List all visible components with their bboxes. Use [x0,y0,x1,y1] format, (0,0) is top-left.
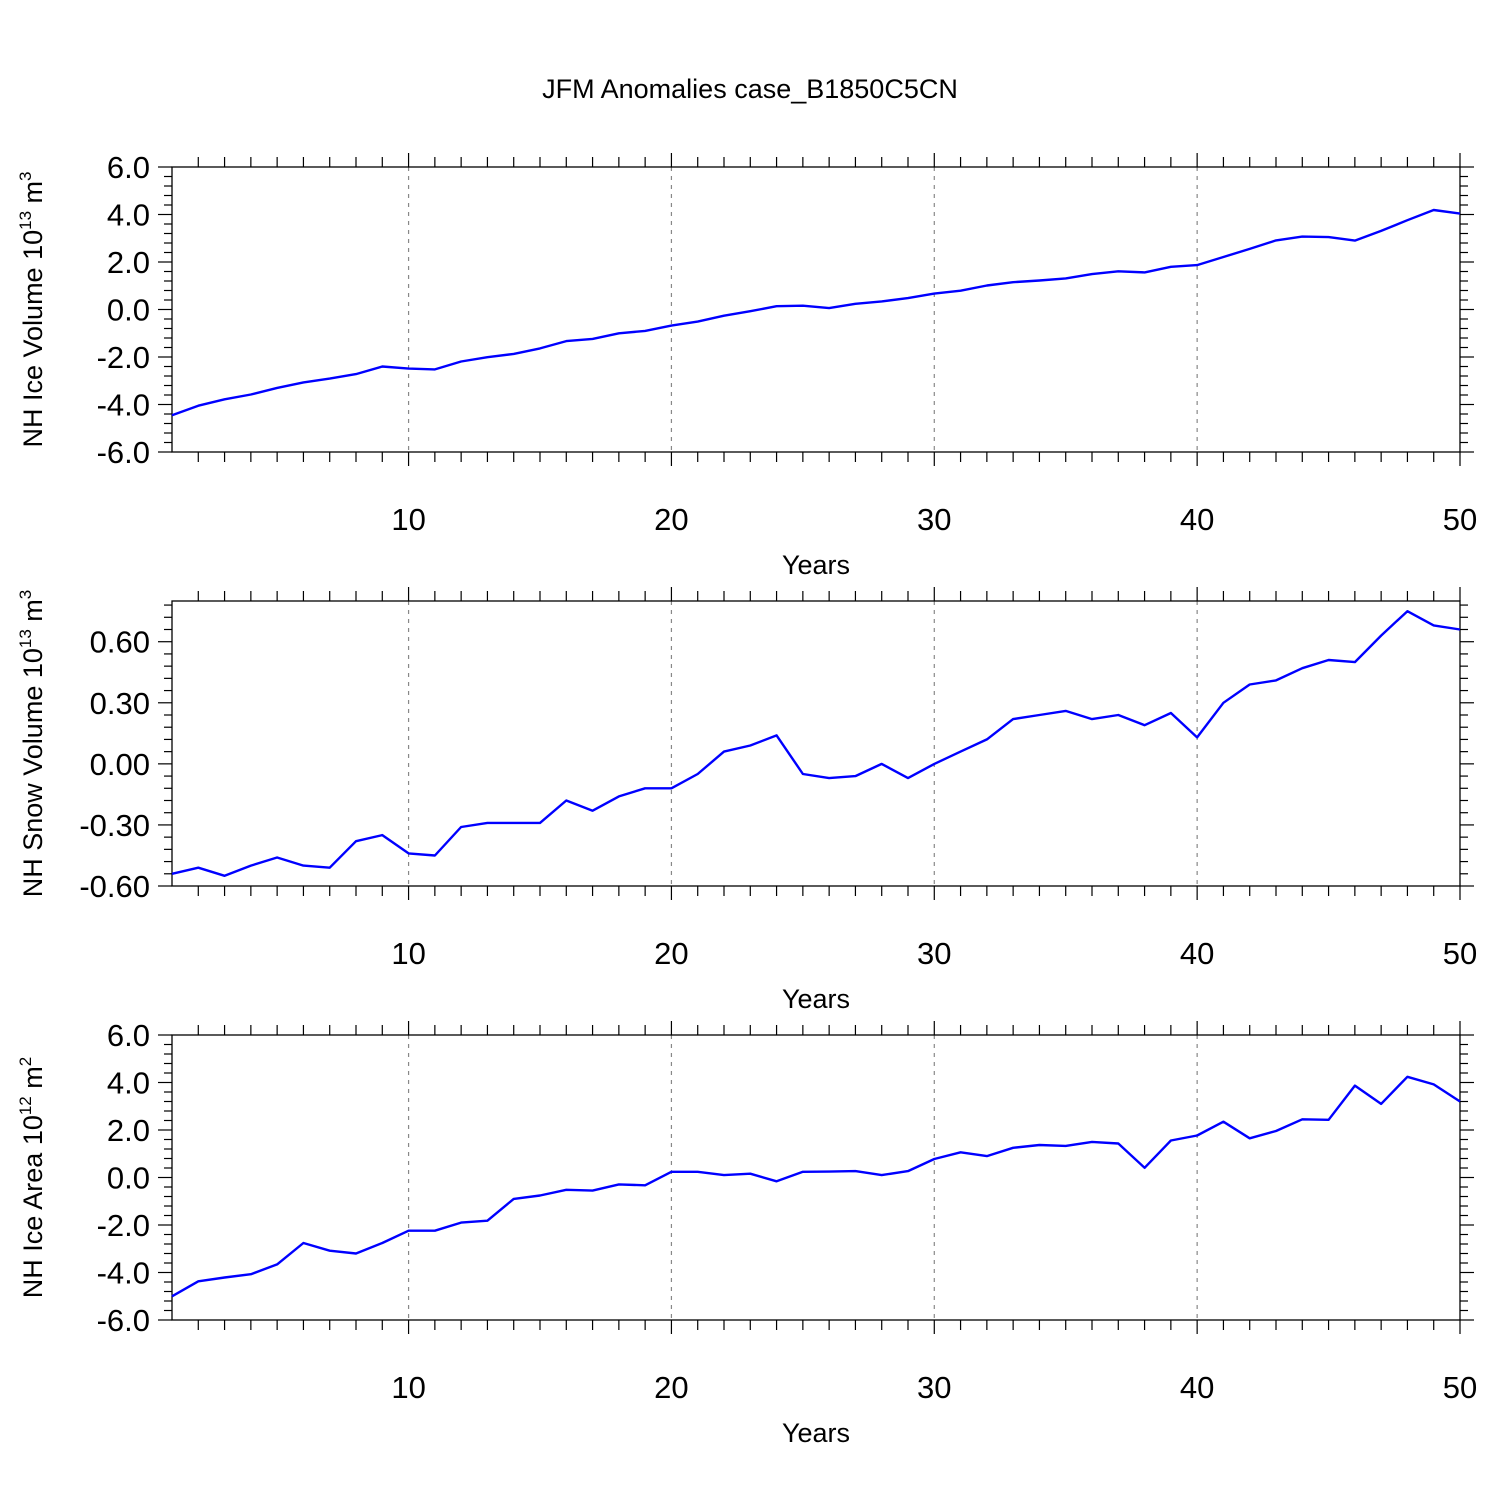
panel-2: 10 20 30 40 50 -0.60 -0.30 0.00 0.30 0.60 Years NH … [16,587,1477,1014]
x-tick-label: 10 [391,936,425,971]
y-tick-label: 4.0 [107,1066,150,1101]
x-tick-label: 40 [1180,502,1214,537]
x-axis-title: Years [782,550,850,580]
y-axis-title: NH Ice Volume 1013 m3 [16,172,48,448]
y-axis-title: NH Snow Volume 1013 m3 [16,590,48,898]
y-tick-label: -4.0 [97,1256,150,1291]
y-tick-label: 0.0 [107,293,150,328]
x-tick-label: 30 [917,1370,951,1405]
plot-frame [171,166,1461,453]
y-tick-label: -0.30 [79,808,150,843]
series-line [171,610,1461,877]
y-axis-title: NH Ice Area 1012 m2 [16,1057,48,1298]
y-tick-label: -2.0 [97,340,150,375]
y-tick-label: -6.0 [97,435,150,470]
x-tick-label: 40 [1180,1370,1214,1405]
y-tick-label: -6.0 [97,1303,150,1338]
panel-1: 10 20 30 40 50 -6.0 -4.0 -2.0 0.0 2.0 4.0 6.0 Years N… [16,150,1477,580]
y-tick-label: 6.0 [107,150,150,185]
y-tick-label: 0.30 [90,686,150,721]
y-tick-label: 0.0 [107,1161,150,1196]
y-tick-label: 0.00 [90,747,150,782]
y-tick-label: -2.0 [97,1208,150,1243]
y-tick-label: 6.0 [107,1018,150,1053]
y-tick-label: -0.60 [79,869,150,904]
x-tick-label: 10 [391,502,425,537]
x-tick-label: 20 [654,1370,688,1405]
panel-3: 10 20 30 40 50 -6.0 -4.0 -2.0 0.0 2.0 4.0 6.0 Years N… [16,1018,1477,1448]
y-tick-label: 2.0 [107,1113,150,1148]
chart-title: JFM Anomalies case_B1850C5CN [542,74,958,104]
y-tick-label: -4.0 [97,388,150,423]
x-tick-label: 40 [1180,936,1214,971]
x-tick-label: 50 [1443,1370,1477,1405]
x-axis-title: Years [782,984,850,1014]
x-axis-title: Years [782,1418,850,1448]
x-tick-label: 20 [654,936,688,971]
plot-frame [171,1034,1461,1321]
y-tick-label: 0.60 [90,625,150,660]
y-tick-label: 4.0 [107,198,150,233]
x-tick-label: 20 [654,502,688,537]
x-tick-label: 50 [1443,502,1477,537]
series-line [171,1075,1461,1298]
plot-frame [171,600,1461,887]
x-tick-label: 30 [917,502,951,537]
x-tick-label: 50 [1443,936,1477,971]
x-tick-label: 30 [917,936,951,971]
y-tick-label: 2.0 [107,245,150,280]
series-line [171,208,1461,417]
x-tick-label: 10 [391,1370,425,1405]
